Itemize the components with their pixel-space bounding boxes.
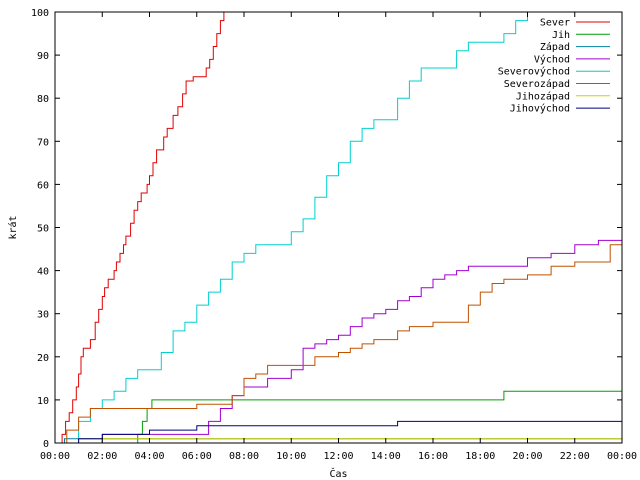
legend-label: Východ: [534, 53, 570, 65]
y-tick-label: 90: [37, 51, 49, 62]
x-tick-label: 00:00: [40, 451, 70, 462]
legend-label: Jih: [552, 30, 570, 41]
legend-label: Západ: [540, 41, 570, 53]
x-tick-label: 20:00: [512, 451, 542, 462]
y-tick-label: 70: [37, 137, 49, 148]
y-axis: 0 10 20 30 40 50 60 70 80 90 100: [31, 8, 622, 450]
legend-label: Jihovýchod: [510, 103, 570, 115]
series-line: [55, 236, 622, 443]
y-tick-label: 40: [37, 267, 49, 278]
y-tick-label: 20: [37, 353, 49, 364]
series-line: [55, 12, 622, 443]
y-axis-label: krát: [7, 215, 19, 239]
x-axis: 00:00 02:00 04:00 06:00 08:00 10:00 12:00 14:00…: [40, 12, 637, 462]
legend: SeverJihZápadVýchodSeverovýchodSeverozáp…: [498, 18, 610, 115]
y-tick-label: 50: [37, 224, 49, 235]
y-tick-label: 10: [37, 396, 49, 407]
y-tick-label: 30: [37, 310, 49, 321]
legend-label: Jihozápad: [516, 90, 570, 102]
x-tick-label: 14:00: [371, 451, 401, 462]
series-line: [55, 12, 261, 443]
x-tick-label: 12:00: [323, 451, 353, 462]
legend-label: Severovýchod: [498, 66, 570, 78]
legend-label: Sever: [540, 18, 570, 29]
series-line: [55, 420, 622, 443]
x-tick-label: 02:00: [87, 451, 117, 462]
x-tick-label: 22:00: [560, 451, 590, 462]
legend-label: Severozápad: [504, 78, 570, 90]
x-tick-label: 18:00: [465, 451, 495, 462]
y-tick-label: 80: [37, 94, 49, 105]
series-line: [55, 438, 622, 443]
x-tick-label: 00:00: [607, 451, 637, 462]
y-tick-label: 100: [31, 8, 49, 19]
x-tick-label: 06:00: [182, 451, 212, 462]
x-tick-label: 16:00: [418, 451, 448, 462]
x-tick-label: 04:00: [134, 451, 164, 462]
y-tick-label: 60: [37, 180, 49, 191]
series-line: [55, 244, 622, 443]
x-tick-label: 10:00: [276, 451, 306, 462]
y-tick-label: 0: [43, 439, 49, 450]
x-tick-label: 08:00: [229, 451, 259, 462]
x-axis-label: Čas: [329, 467, 347, 480]
